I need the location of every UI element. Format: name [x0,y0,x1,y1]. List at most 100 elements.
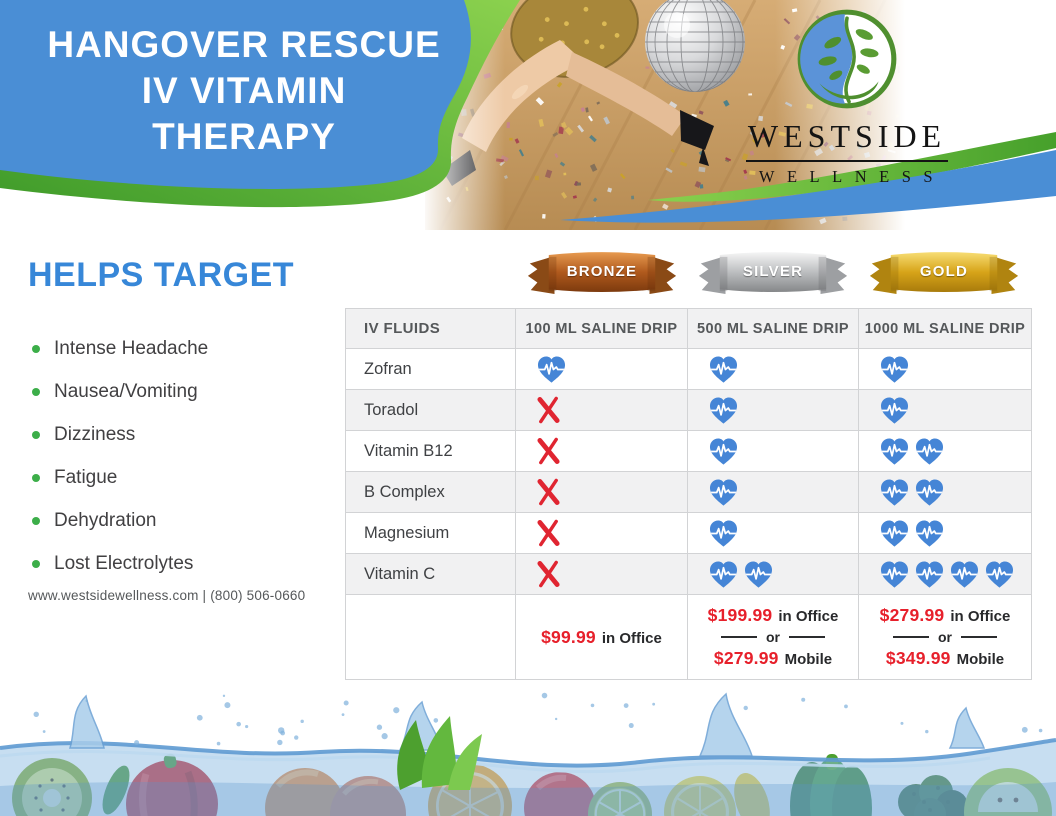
helps-target-list: Intense Headache Nausea/Vomiting Dizziness… [30,338,208,596]
heartbeat-heart-icon [708,437,739,466]
table-row: Magnesium [346,513,1031,554]
title-line-3: THERAPY [28,114,460,160]
helps-target-item: Fatigue [30,467,208,489]
bronze-price-cell: $99.99 in Office [516,595,688,679]
dose-cell [859,349,1031,390]
price-line: $279.99 Mobile [714,648,832,669]
fruit-water-strip [0,690,1056,816]
dose-cell [688,431,859,472]
helps-target-heading: HELPS TARGET [28,256,294,295]
silver-price-cell: $199.99 in Office or $279.99 Mobile [688,595,859,679]
x-mark-icon [536,436,561,466]
row-label: Magnesium [346,513,516,554]
helps-target-item: Nausea/Vomiting [30,381,208,403]
bronze-ribbon: BRONZE [526,250,678,298]
column-header: 100 ML SALINE DRIP [516,309,688,349]
x-mark-icon [536,477,561,507]
title-line-1: HANGOVER RESCUE [28,22,460,68]
heartbeat-heart-icon [914,519,945,548]
gold-price-cell: $279.99 in Office or $349.99 Mobile [859,595,1031,679]
heartbeat-heart-icon [708,355,739,384]
silver-label: SILVER [697,263,849,280]
row-label: Vitamin C [346,554,516,595]
column-header: 500 ML SALINE DRIP [688,309,859,349]
dose-cell [859,390,1031,431]
heartbeat-heart-icon [708,478,739,507]
dose-cell [688,513,859,554]
hangover-rescue-flyer: HANGOVER RESCUE IV VITAMIN THERAPY WESTS… [0,0,1056,816]
heartbeat-heart-icon [879,355,910,384]
heartbeat-heart-icon [708,396,739,425]
heartbeat-heart-icon [536,355,567,384]
dose-cell [859,513,1031,554]
table-row: Zofran [346,349,1031,390]
x-mark-icon [536,518,561,548]
heartbeat-heart-icon [914,478,945,507]
heartbeat-heart-icon [879,478,910,507]
row-label: Vitamin B12 [346,431,516,472]
column-header: 1000 ML SALINE DRIP [859,309,1031,349]
price-line: $99.99 in Office [541,627,662,648]
silver-ribbon: SILVER [697,250,849,298]
helps-target-item: Lost Electrolytes [30,553,208,575]
heartbeat-heart-icon [914,560,945,589]
dose-cell [516,390,688,431]
dose-cell [516,513,688,554]
heartbeat-heart-icon [879,519,910,548]
price-amount: $199.99 [708,605,773,626]
price-amount: $349.99 [886,648,951,669]
empty-cell [346,595,516,679]
dose-cell [516,554,688,595]
price-suffix: in Office [602,630,662,647]
row-label: Zofran [346,349,516,390]
logo-name: WESTSIDE [746,118,948,162]
helps-target-item: Intense Headache [30,338,208,360]
table-header-row: IV FLUIDS 100 ML SALINE DRIP 500 ML SALINE… [346,309,1031,349]
or-separator: or [721,629,825,645]
dose-cell [859,431,1031,472]
dose-cell [859,554,1031,595]
table-row: Toradol [346,390,1031,431]
title-line-2: IV VITAMIN [28,68,460,114]
dose-cell [688,390,859,431]
price-amount: $279.99 [714,648,779,669]
dose-cell [516,431,688,472]
table-row: Vitamin B12 [346,431,1031,472]
price-line: $349.99 Mobile [886,648,1004,669]
heartbeat-heart-icon [743,560,774,589]
x-mark-icon [536,559,561,589]
iv-table-body: Zofran Toradol [346,349,1031,595]
westside-wellness-logo: WESTSIDE WELLNESS [728,6,966,187]
dose-cell [516,472,688,513]
heartbeat-heart-icon [949,560,980,589]
table-row: Vitamin C [346,554,1031,595]
iv-fluids-table: IV FLUIDS 100 ML SALINE DRIP 500 ML SALINE… [345,308,1032,680]
heartbeat-heart-icon [879,560,910,589]
table-row: B Complex [346,472,1031,513]
logo-subtitle: WELLNESS [728,167,966,187]
dose-cell [688,472,859,513]
dose-cell [688,349,859,390]
price-suffix: Mobile [785,651,833,668]
heartbeat-heart-icon [914,437,945,466]
tree-hand-logo-icon [791,6,903,118]
or-separator: or [893,629,997,645]
price-line: $199.99 in Office [708,605,839,626]
dose-cell [688,554,859,595]
contact-info: www.westsidewellness.com | (800) 506-066… [28,588,305,603]
dose-cell [859,472,1031,513]
page-title: HANGOVER RESCUE IV VITAMIN THERAPY [28,22,460,160]
heartbeat-heart-icon [708,560,739,589]
price-line: $279.99 in Office [880,605,1011,626]
column-header: IV FLUIDS [346,309,516,349]
helps-target-item: Dehydration [30,510,208,532]
x-mark-icon [536,395,561,425]
price-suffix: Mobile [957,651,1005,668]
heartbeat-heart-icon [879,437,910,466]
bronze-label: BRONZE [526,263,678,280]
table-price-row: $99.99 in Office $199.99 in Office or $279.99… [346,595,1031,679]
gold-label: GOLD [868,263,1020,280]
heartbeat-heart-icon [984,560,1015,589]
price-amount: $279.99 [880,605,945,626]
heartbeat-heart-icon [879,396,910,425]
